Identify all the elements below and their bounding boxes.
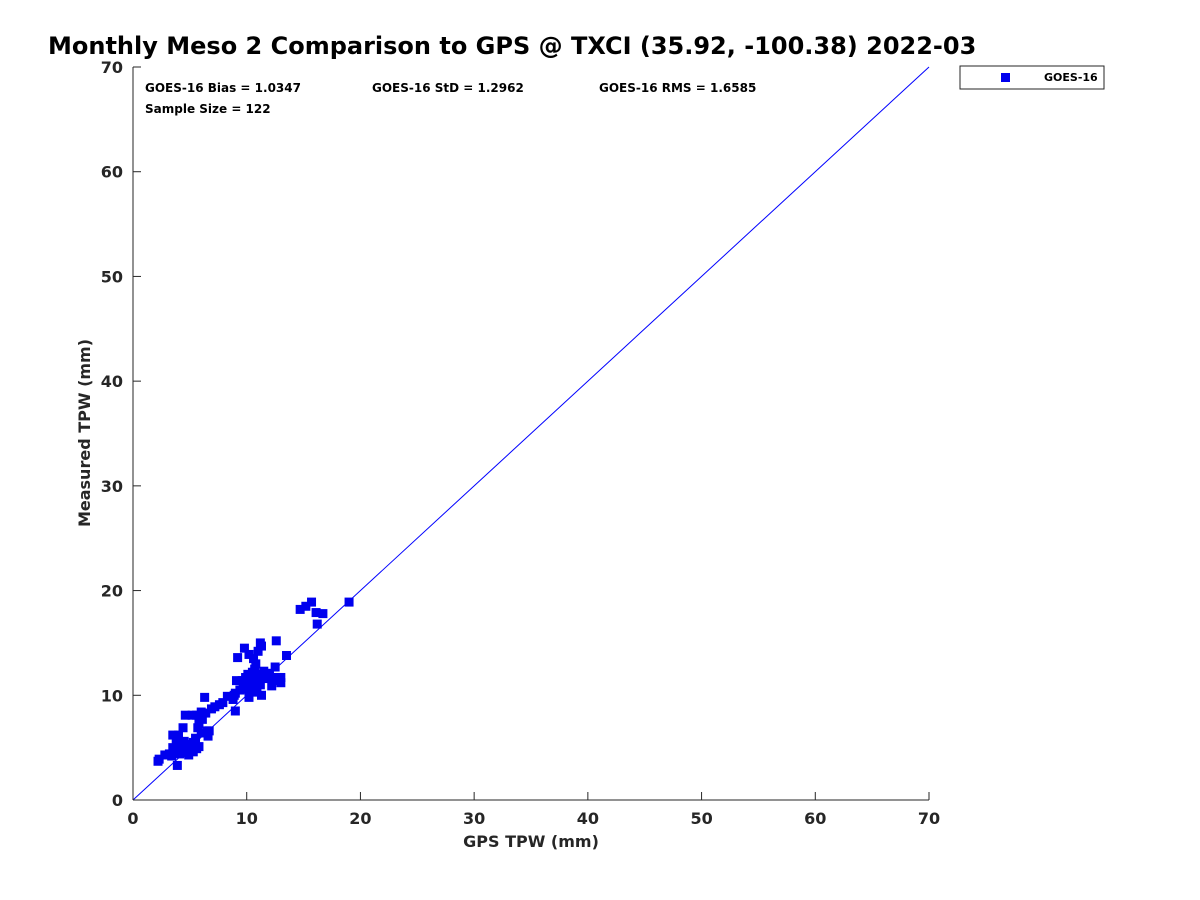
data-point bbox=[200, 692, 210, 702]
data-point bbox=[180, 710, 190, 720]
x-tick-label: 50 bbox=[690, 809, 712, 828]
rms-stat: GOES-16 RMS = 1.6585 bbox=[599, 81, 756, 95]
data-point bbox=[196, 728, 206, 738]
data-point bbox=[218, 698, 228, 708]
data-point bbox=[271, 636, 281, 646]
y-tick-label: 70 bbox=[101, 58, 123, 77]
data-point bbox=[318, 609, 328, 619]
data-point bbox=[167, 751, 177, 761]
y-tick-label: 50 bbox=[101, 267, 123, 286]
x-tick-label: 20 bbox=[349, 809, 371, 828]
data-point bbox=[210, 702, 220, 712]
data-point bbox=[256, 641, 266, 651]
data-point bbox=[276, 678, 286, 688]
legend-marker-icon bbox=[1001, 73, 1010, 82]
data-point bbox=[168, 730, 178, 740]
data-point bbox=[295, 604, 305, 614]
x-tick-label: 10 bbox=[236, 809, 258, 828]
bias-stat: GOES-16 Bias = 1.0347 bbox=[145, 81, 301, 95]
sample-size-stat: Sample Size = 122 bbox=[145, 102, 271, 116]
data-point bbox=[249, 654, 259, 664]
data-point bbox=[154, 754, 164, 764]
data-point bbox=[251, 678, 261, 688]
data-point bbox=[230, 688, 240, 698]
data-point bbox=[175, 749, 185, 759]
data-point bbox=[253, 646, 263, 656]
data-point bbox=[222, 691, 232, 701]
data-point bbox=[172, 760, 182, 770]
data-point bbox=[246, 675, 256, 685]
data-point bbox=[235, 685, 245, 695]
x-tick-label: 30 bbox=[463, 809, 485, 828]
y-tick-label: 0 bbox=[112, 791, 123, 810]
data-point bbox=[187, 710, 197, 720]
data-point bbox=[194, 742, 204, 752]
y-tick-label: 20 bbox=[101, 582, 123, 601]
std-stat: GOES-16 StD = 1.2962 bbox=[372, 81, 524, 95]
data-point bbox=[230, 706, 240, 716]
y-tick-label: 60 bbox=[101, 163, 123, 182]
data-point bbox=[282, 650, 292, 660]
y-tick-label: 30 bbox=[101, 477, 123, 496]
data-point bbox=[270, 662, 280, 672]
data-point bbox=[197, 714, 207, 724]
data-point bbox=[243, 669, 253, 679]
data-point bbox=[244, 649, 254, 659]
data-point bbox=[256, 690, 266, 700]
data-point bbox=[276, 672, 286, 682]
data-point bbox=[204, 726, 214, 736]
data-point bbox=[191, 733, 201, 743]
x-tick-label: 0 bbox=[127, 809, 138, 828]
data-point bbox=[160, 750, 170, 760]
x-tick-label: 70 bbox=[918, 809, 940, 828]
data-point bbox=[267, 681, 277, 691]
data-point bbox=[231, 676, 241, 686]
data-point bbox=[250, 664, 260, 674]
data-point bbox=[196, 707, 206, 717]
data-point bbox=[203, 731, 213, 741]
data-point bbox=[255, 680, 265, 690]
data-point bbox=[301, 601, 311, 611]
data-point bbox=[268, 676, 278, 686]
data-point bbox=[244, 692, 254, 702]
data-point bbox=[178, 723, 188, 733]
x-axis-label: GPS TPW (mm) bbox=[463, 832, 599, 851]
data-point bbox=[173, 730, 183, 740]
legend-label: GOES-16 bbox=[1044, 71, 1098, 84]
data-point bbox=[184, 750, 194, 760]
data-points-layer bbox=[153, 597, 354, 770]
x-tick-layer: 0 10 20 30 40 50 60 70 bbox=[127, 792, 940, 828]
data-point bbox=[312, 619, 322, 629]
y-tick-layer: 0 10 20 30 40 50 60 70 bbox=[101, 58, 141, 810]
data-point bbox=[311, 608, 321, 618]
x-tick-label: 60 bbox=[804, 809, 826, 828]
data-point bbox=[344, 597, 354, 607]
legend-box bbox=[959, 65, 1105, 90]
chart-title: Monthly Meso 2 Comparison to GPS @ TXCI … bbox=[48, 32, 976, 60]
data-point bbox=[307, 597, 317, 607]
data-point bbox=[201, 708, 211, 718]
data-point bbox=[251, 659, 261, 669]
x-tick-label: 40 bbox=[577, 809, 599, 828]
data-point bbox=[233, 653, 243, 663]
data-point bbox=[252, 687, 262, 697]
legend: GOES-16 bbox=[959, 65, 1105, 90]
data-point bbox=[239, 643, 249, 653]
y-axis-label: Measured TPW (mm) bbox=[75, 339, 94, 527]
y-tick-label: 40 bbox=[101, 372, 123, 391]
y-tick-label: 10 bbox=[101, 686, 123, 705]
